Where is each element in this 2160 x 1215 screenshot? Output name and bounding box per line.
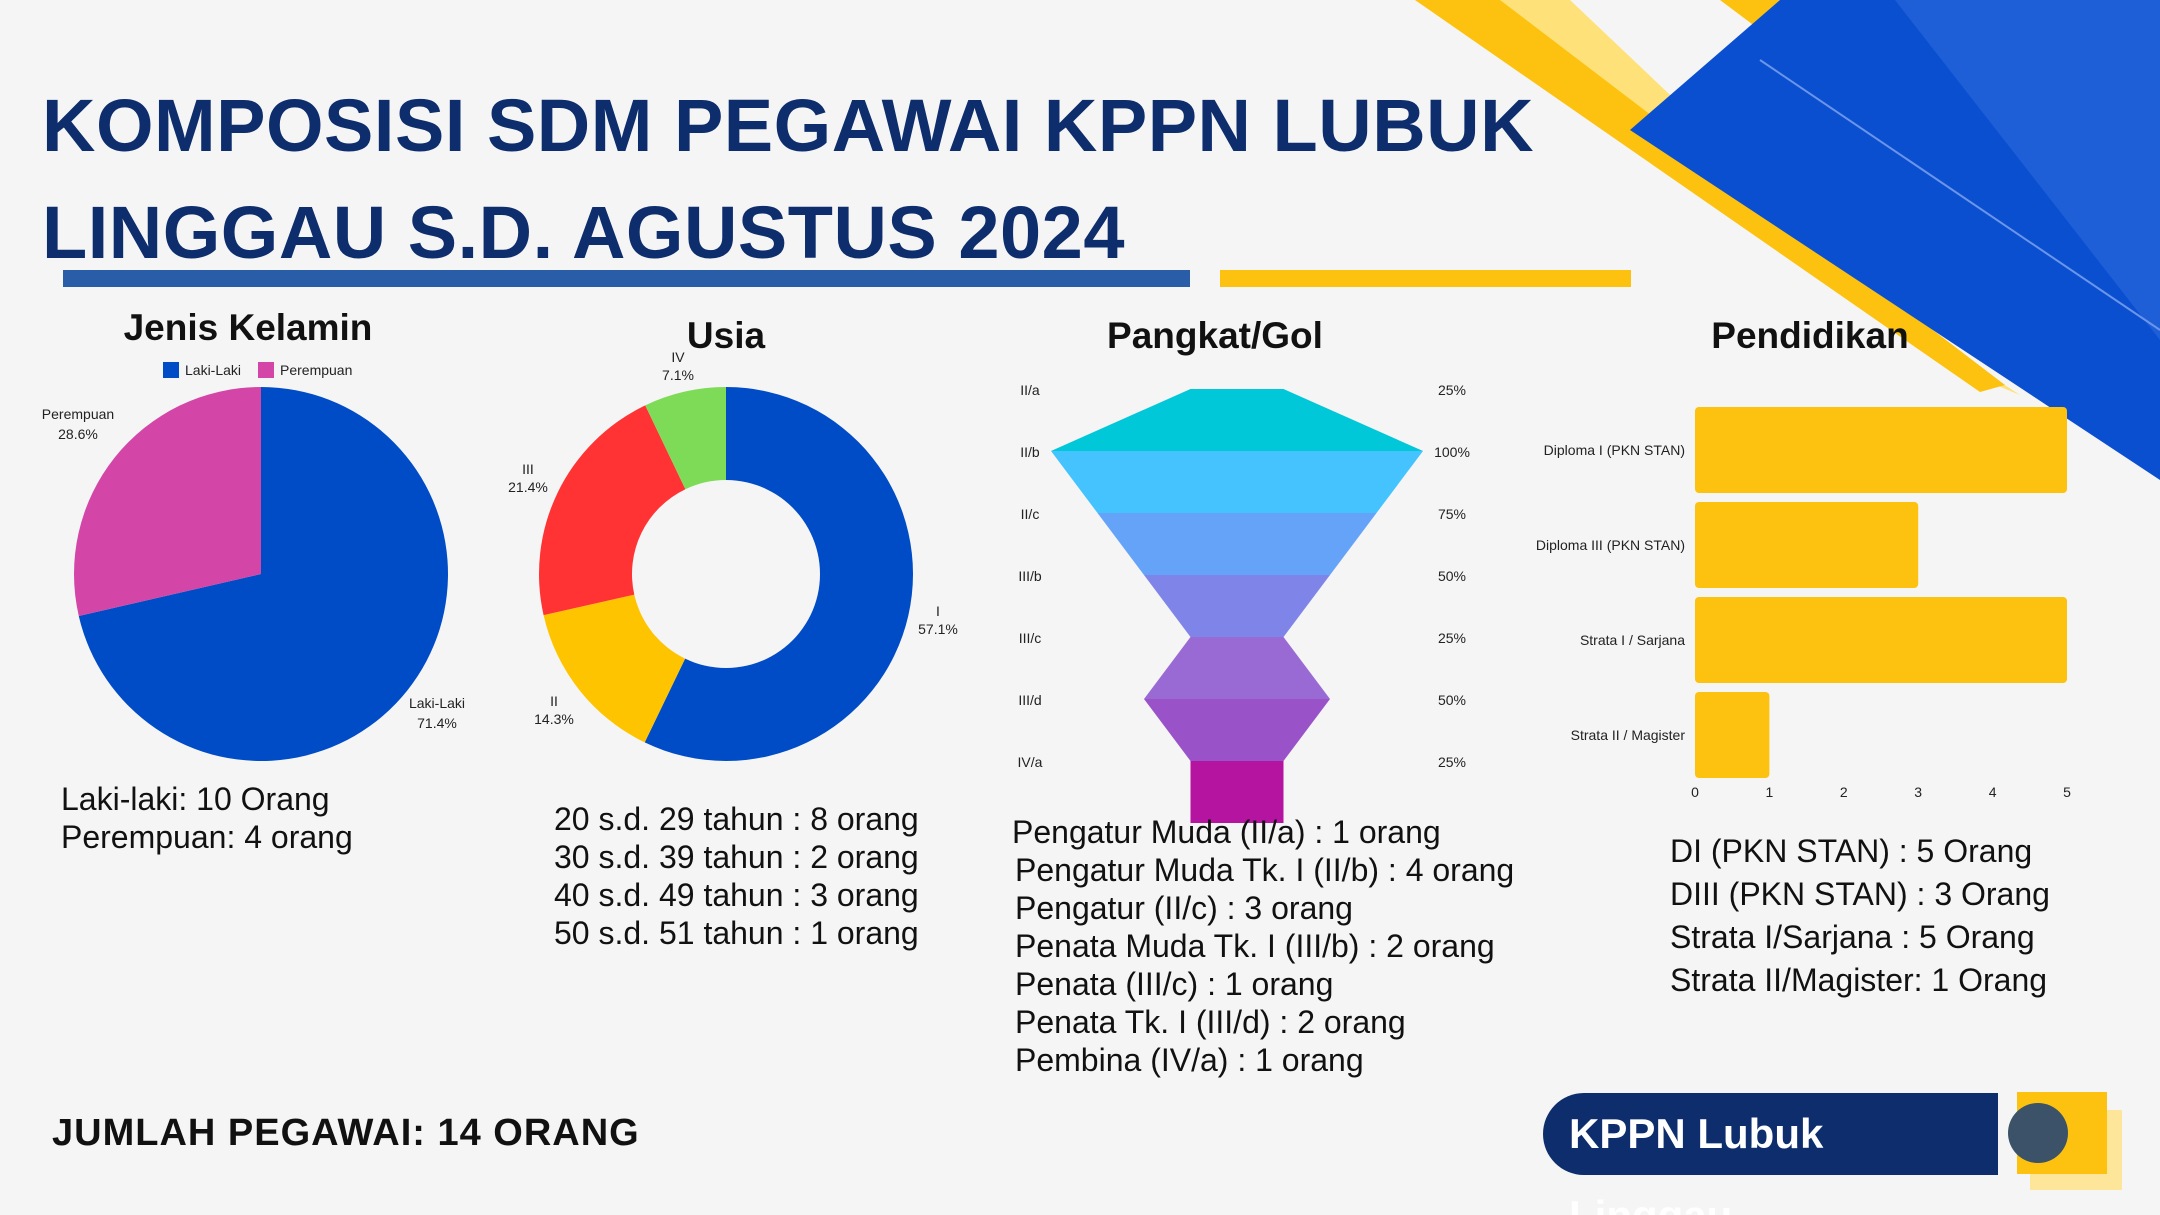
pie-label-perempuan: Perempuan [42, 406, 114, 422]
funnel-category-label: II/c [1021, 506, 1040, 522]
age-stat-3: 40 s.d. 49 tahun : 3 orang [554, 877, 919, 913]
donut-label-iv: IV [671, 349, 685, 365]
legend-swatch-perempuan [258, 362, 274, 378]
funnel-segment-ii-a [1051, 389, 1423, 451]
legend-label-laki-laki: Laki-Laki [185, 362, 241, 378]
edu-category-label: Diploma I (PKN STAN) [1544, 442, 1685, 458]
donut-pct-ii: 14.3% [534, 711, 574, 727]
edu-bar-4 [1695, 692, 1770, 778]
education-stat-1: DI (PKN STAN) : 5 Orang [1670, 833, 2033, 869]
rank-stat-2: Pengatur Muda Tk. I (II/b) : 4 orang [1015, 852, 1515, 888]
rank-stat-3: Pengatur (II/c) : 3 orang [1015, 890, 1353, 926]
donut-pct-iv: 7.1% [662, 367, 694, 383]
age-section-title: Usia [686, 315, 766, 356]
donut-label-ii: II [550, 693, 558, 709]
page-title: KOMPOSISI SDM PEGAWAI KPPN LUBUK LINGGAU… [42, 84, 1535, 274]
total-employees: JUMLAH PEGAWAI: 14 ORANG [52, 1112, 640, 1154]
legend-label-perempuan: Perempuan [280, 362, 352, 378]
rank-stats: Pengatur Muda (II/a) : 1 orang Pengatur … [1012, 813, 1514, 1079]
rank-stat-5: Penata (III/c) : 1 orang [1015, 966, 1334, 1002]
title-underline-blue [63, 270, 1190, 287]
age-stats: 20 s.d. 29 tahun : 8 orang 30 s.d. 39 ta… [554, 800, 919, 952]
badge-dot [2008, 1103, 2068, 1163]
pie-label-laki-laki: Laki-Laki [409, 695, 465, 711]
edu-bar-2 [1695, 502, 1919, 588]
edu-x-tick: 4 [1989, 784, 1997, 800]
pie-pct-perempuan: 28.6% [58, 426, 98, 442]
funnel-percent-label: 100% [1434, 444, 1470, 460]
donut-slice-ii [543, 594, 686, 743]
donut-slice-iv [645, 387, 726, 490]
rank-stat-1: Pengatur Muda (II/a) : 1 orang [1012, 814, 1441, 850]
rank-stat-6: Penata Tk. I (III/d) : 2 orang [1015, 1004, 1406, 1040]
funnel-segment-ii-b [1051, 451, 1423, 513]
edu-x-tick: 2 [1840, 784, 1848, 800]
edu-x-tick: 3 [1914, 784, 1922, 800]
legend-swatch-laki-laki [163, 362, 179, 378]
edu-x-tick: 0 [1691, 784, 1699, 800]
rank-section-title: Pangkat/Gol [1107, 315, 1323, 356]
funnel-segment-iii-c [1144, 637, 1330, 699]
donut-label-i: I [936, 603, 940, 619]
gender-section-title: Jenis Kelamin [123, 307, 373, 348]
funnel-segment-ii-c [1097, 513, 1377, 575]
education-stat-2: DIII (PKN STAN) : 3 Orang [1670, 876, 2050, 912]
edu-x-tick: 1 [1766, 784, 1774, 800]
gender-stat-male: Laki-laki: 10 Orang [61, 781, 330, 817]
edu-x-tick: 5 [2063, 784, 2071, 800]
funnel-percent-label: 25% [1438, 630, 1466, 646]
funnel-category-label: IV/a [1018, 754, 1043, 770]
rank-stat-7: Pembina (IV/a) : 1 orang [1015, 1042, 1364, 1078]
funnel-percent-label: 75% [1438, 506, 1466, 522]
pie-pct-laki-laki: 71.4% [417, 715, 457, 731]
age-stat-4: 50 s.d. 51 tahun : 1 orang [554, 915, 919, 951]
edu-bar-1 [1695, 407, 2067, 493]
funnel-percent-label: 25% [1438, 382, 1466, 398]
age-stat-1: 20 s.d. 29 tahun : 8 orang [554, 801, 919, 837]
rank-stat-4: Penata Muda Tk. I (III/b) : 2 orang [1015, 928, 1495, 964]
edu-category-label: Strata II / Magister [1571, 727, 1686, 743]
pie-slice-perempuan [73, 387, 261, 616]
gender-stats: Laki-laki: 10 Orang Perempuan: 4 orang [61, 780, 353, 856]
education-stats: DI (PKN STAN) : 5 Orang DIII (PKN STAN) … [1670, 830, 2050, 1002]
edu-category-label: Strata I / Sarjana [1580, 632, 1685, 648]
funnel-category-label: II/a [1020, 382, 1040, 398]
donut-label-iii: III [522, 461, 534, 477]
office-badge: KPPN Lubuk Linggau [1543, 1093, 1998, 1215]
funnel-percent-label: 50% [1438, 692, 1466, 708]
funnel-percent-label: 25% [1438, 754, 1466, 770]
donut-pct-iii: 21.4% [508, 479, 548, 495]
funnel-segment-iii-d [1144, 699, 1330, 761]
donut-pct-i: 57.1% [918, 621, 958, 637]
edu-bar-3 [1695, 597, 2067, 683]
education-stat-3: Strata I/Sarjana : 5 Orang [1670, 919, 2035, 955]
edu-category-label: Diploma III (PKN STAN) [1536, 537, 1685, 553]
education-stat-4: Strata II/Magister: 1 Orang [1670, 962, 2048, 998]
funnel-percent-label: 50% [1438, 568, 1466, 584]
funnel-segment-iii-b [1144, 575, 1330, 637]
pie-slice-laki-laki [78, 387, 448, 761]
title-underline-yellow [1220, 270, 1631, 287]
donut-slice-iii [539, 405, 686, 616]
age-stat-2: 30 s.d. 39 tahun : 2 orang [554, 839, 919, 875]
gender-stat-female: Perempuan: 4 orang [61, 819, 353, 855]
funnel-category-label: II/b [1020, 444, 1040, 460]
donut-slice-i [644, 387, 914, 761]
funnel-segment-iv-a [1190, 761, 1284, 823]
funnel-category-label: III/d [1018, 692, 1041, 708]
funnel-category-label: III/c [1019, 630, 1042, 646]
funnel-category-label: III/b [1018, 568, 1042, 584]
education-section-title: Pendidikan [1711, 315, 1909, 356]
